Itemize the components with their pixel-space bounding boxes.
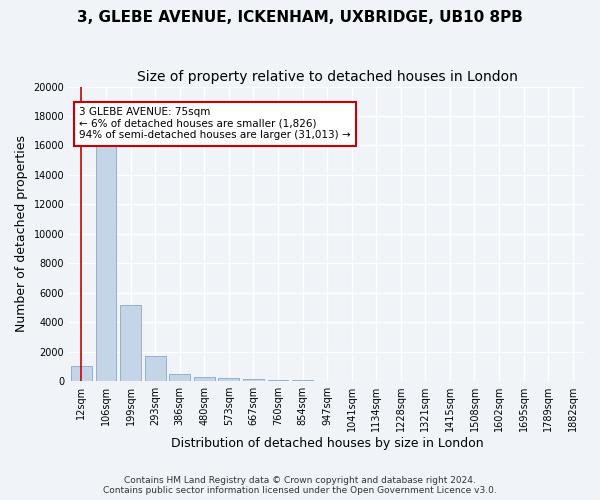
- Text: Contains HM Land Registry data © Crown copyright and database right 2024.
Contai: Contains HM Land Registry data © Crown c…: [103, 476, 497, 495]
- Title: Size of property relative to detached houses in London: Size of property relative to detached ho…: [137, 70, 518, 84]
- Y-axis label: Number of detached properties: Number of detached properties: [15, 136, 28, 332]
- Bar: [145, 356, 166, 381]
- Text: 3 GLEBE AVENUE: 75sqm
← 6% of detached houses are smaller (1,826)
94% of semi-de: 3 GLEBE AVENUE: 75sqm ← 6% of detached h…: [79, 107, 351, 140]
- Bar: [169, 374, 190, 381]
- Bar: [120, 304, 141, 381]
- Bar: [292, 380, 313, 381]
- Bar: [268, 380, 289, 381]
- Bar: [194, 376, 215, 381]
- Bar: [95, 138, 116, 381]
- Text: 3, GLEBE AVENUE, ICKENHAM, UXBRIDGE, UB10 8PB: 3, GLEBE AVENUE, ICKENHAM, UXBRIDGE, UB1…: [77, 10, 523, 25]
- Bar: [71, 366, 92, 381]
- X-axis label: Distribution of detached houses by size in London: Distribution of detached houses by size …: [171, 437, 484, 450]
- Bar: [218, 378, 239, 381]
- Bar: [243, 379, 264, 381]
